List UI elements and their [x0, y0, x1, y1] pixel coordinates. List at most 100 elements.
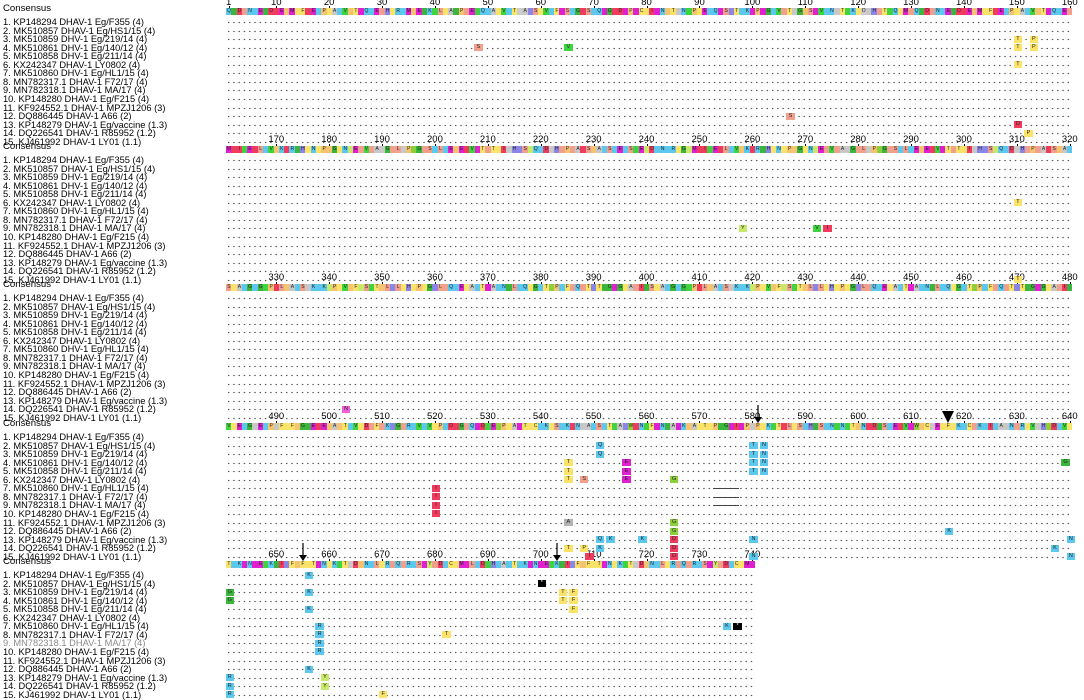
consensus-residue: [548, 146, 555, 153]
consensus-residue: [358, 146, 365, 153]
consensus-residue: G: [606, 284, 613, 291]
identity-dots: [226, 18, 1073, 27]
consensus-residue: S: [786, 284, 793, 291]
consensus-residue: A: [490, 284, 497, 291]
consensus-residue: [368, 561, 375, 568]
identity-dots: [226, 60, 1073, 70]
identity-dots: [226, 613, 755, 623]
consensus-residue: [982, 8, 989, 15]
consensus-residue: G: [765, 8, 772, 15]
consensus-residue: [643, 423, 650, 430]
consensus-residue: S: [807, 8, 814, 15]
consensus-residue: P: [405, 146, 412, 153]
consensus-residue: [1045, 284, 1052, 291]
identity-dots: [226, 156, 1073, 165]
consensus-residue: N: [776, 146, 782, 153]
identity-dots: [226, 492, 1073, 502]
consensus-residue: [305, 561, 312, 568]
consensus-residue: A: [289, 284, 296, 291]
consensus-residue: [770, 8, 777, 15]
position-tick-mark: [434, 282, 436, 285]
consensus-residue: G: [797, 8, 804, 15]
identity-dots: [226, 673, 755, 683]
consensus-residue: A: [892, 284, 899, 291]
consensus-residue: K: [522, 561, 529, 568]
position-tick-mark: [593, 421, 595, 424]
consensus-residue: Y: [712, 561, 719, 568]
consensus-residue: [717, 423, 724, 430]
identity-dots: [226, 622, 755, 632]
consensus-residue: [717, 8, 724, 15]
consensus-residue: [612, 561, 618, 568]
consensus-residue: [665, 284, 671, 291]
consensus-residue: [347, 8, 354, 15]
consensus-residue: [315, 146, 322, 153]
position-tick-mark: [1016, 144, 1018, 147]
consensus-residue: C: [638, 8, 645, 15]
identity-dots: [226, 311, 1073, 321]
consensus-residue: S: [300, 284, 306, 291]
consensus-residue: F: [945, 423, 952, 430]
substitution-cell: N: [759, 467, 769, 475]
consensus-residue: [1014, 423, 1020, 430]
sequence-label: 15. KJ461992 DHAV-1 LY01 (1.1): [3, 136, 142, 147]
consensus-residue: V: [776, 8, 782, 15]
identity-dots: [226, 639, 755, 649]
substitution-cell: K: [606, 536, 615, 544]
consensus-residue: [591, 561, 597, 568]
sequence-label: 11. KF924552.1 DHAV-1 MPZJ1206 (3): [3, 378, 166, 389]
consensus-residue: [506, 561, 513, 568]
consensus-residue: [485, 423, 491, 430]
consensus-residue: [749, 423, 756, 430]
position-tick-mark: [276, 421, 278, 424]
gap-dash: [712, 496, 740, 498]
consensus-residue: [749, 284, 756, 291]
consensus-residue: [1056, 423, 1063, 430]
consensus-residue: G: [670, 284, 677, 291]
consensus-residue: G: [1040, 284, 1047, 291]
consensus-residue: S: [987, 146, 994, 153]
consensus-residue: [527, 8, 534, 15]
consensus-residue: [940, 146, 946, 153]
consensus-residue: [421, 146, 428, 153]
sequence-label: 10. KP148280 DHAV-1 Eg/F215 (4): [3, 508, 150, 519]
consensus-residue: I: [987, 423, 994, 430]
consensus-residue: [538, 146, 544, 153]
sequence-label: 15. KJ461992 DHAV-1 LY01 (1.1): [3, 274, 142, 285]
consensus-residue: C: [733, 561, 740, 568]
position-tick-mark: [963, 144, 965, 147]
consensus-residue: [516, 146, 523, 153]
consensus-residue: [442, 423, 449, 430]
consensus-residue: [897, 423, 904, 430]
consensus-residue: L: [395, 284, 402, 291]
position-tick-mark: [752, 144, 754, 147]
consensus-residue: [929, 284, 936, 291]
consensus-residue: P: [744, 423, 751, 430]
consensus-residue: W: [913, 423, 920, 430]
consensus-residue: G: [331, 146, 338, 153]
substitution-cell: K: [304, 571, 314, 579]
consensus-residue: T: [733, 8, 740, 15]
consensus-residue: [252, 423, 259, 430]
sequence-label: 5. MK510858 DHV-1 Eg/211/14 (4): [3, 51, 147, 62]
consensus-residue: T: [226, 561, 232, 568]
consensus-residue: R: [405, 561, 412, 568]
consensus-residue: A: [628, 284, 634, 291]
identity-dots: [226, 690, 755, 700]
consensus-residue: K: [236, 561, 243, 568]
consensus-residue: S: [532, 8, 539, 15]
sequence-label: 13. KP148279 DHAV-1 Eg/vaccine (1.3): [3, 395, 168, 406]
consensus-residue: G: [395, 423, 402, 430]
consensus-residue: [675, 423, 682, 430]
consensus-residue: O: [860, 8, 867, 15]
consensus-residue: S: [702, 561, 708, 568]
substitution-cell: G: [225, 588, 234, 596]
position-tick-label: 50: [482, 0, 494, 8]
position-tick-label: 220: [532, 134, 549, 145]
identity-dots: [226, 682, 755, 692]
consensus-residue: L: [469, 561, 476, 568]
consensus-residue: A: [236, 284, 243, 291]
consensus-residue: A: [1040, 146, 1047, 153]
consensus-residue: [411, 8, 417, 15]
